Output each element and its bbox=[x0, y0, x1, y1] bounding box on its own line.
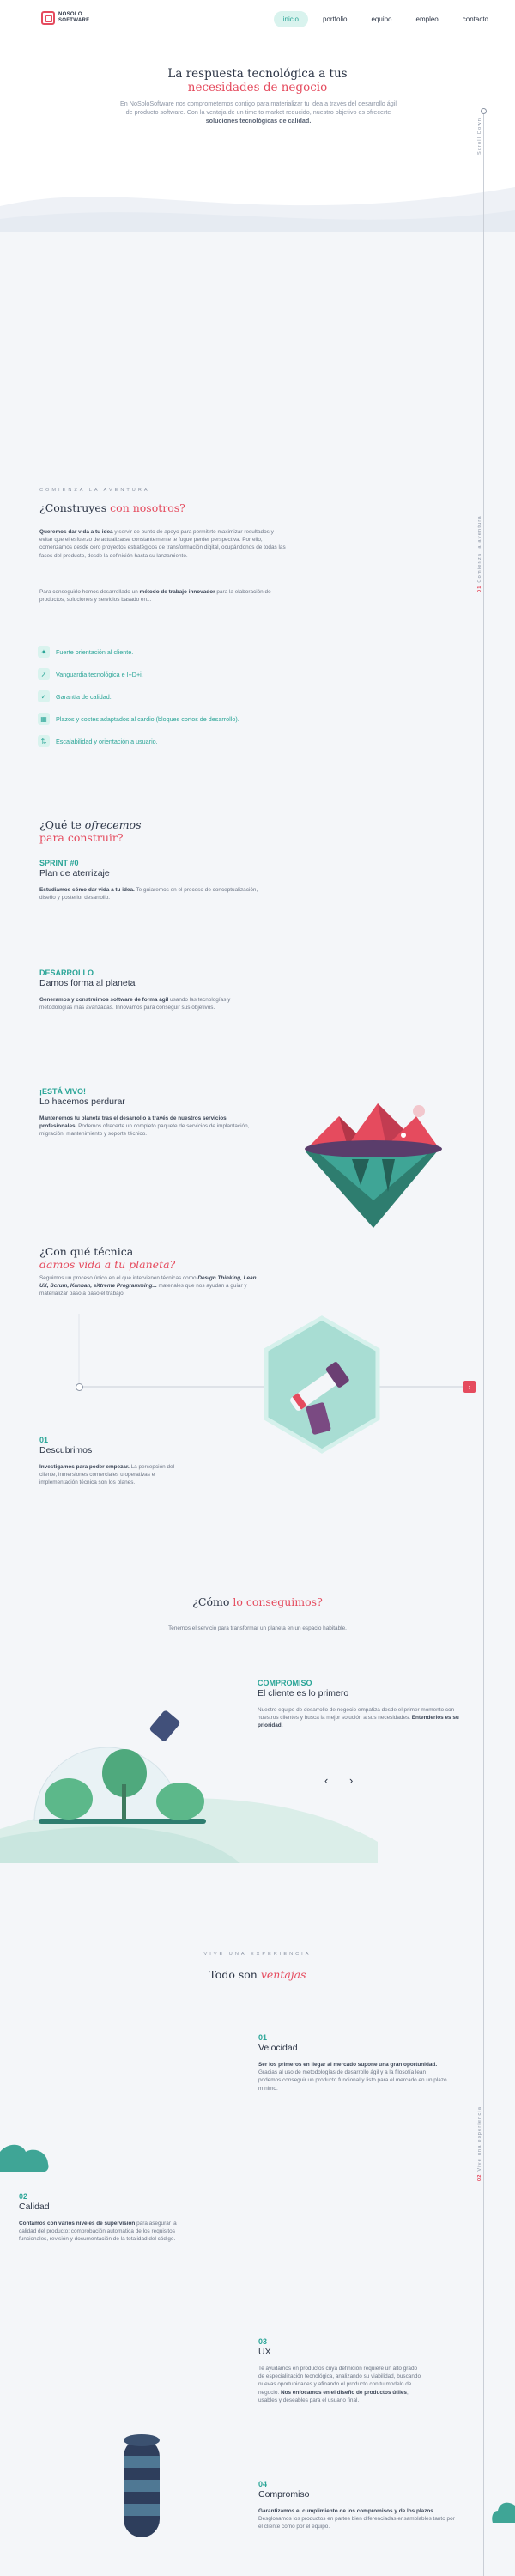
advantage-calidad: 02 Calidad Contamos con varios niveles d… bbox=[19, 2192, 177, 2243]
rocket-icon: ➚ bbox=[38, 668, 50, 680]
offer-step-sprint0: SPRINT #0 Plan de aterrizaje Estudiamos … bbox=[39, 859, 258, 902]
advantage-ux: 03 UX Te ayudamos en productos cuya defi… bbox=[258, 2337, 421, 2403]
nav-item-empleo[interactable]: empleo bbox=[415, 15, 439, 23]
compass-icon: ✦ bbox=[38, 646, 50, 658]
nav-item-equipo[interactable]: equipo bbox=[371, 15, 392, 23]
logo[interactable]: NOSOLO SOFTWARE bbox=[41, 11, 89, 25]
progress-rail bbox=[483, 110, 484, 2576]
rail-label-section-1: 01 Comienza la aventura bbox=[477, 515, 482, 592]
nav-item-portfolio[interactable]: portfolio bbox=[323, 15, 348, 23]
feature-item: ➚ Vanguardia tecnológica e I+D+i. bbox=[38, 668, 143, 680]
rail-label-section-2: 02 Vive una experiencia bbox=[477, 2105, 482, 2181]
advantages-title: Todo son ventajas bbox=[209, 1968, 306, 1981]
adventure-paragraph-2: Para conseguirlo hemos desarrollado un m… bbox=[39, 589, 271, 604]
achieve-subtitle: Tenemos el servicio para transformar un … bbox=[168, 1625, 347, 1631]
adventure-eyebrow: Comienza la aventura bbox=[39, 488, 150, 493]
cloud-decoration bbox=[492, 2502, 515, 2523]
site-header: NOSOLO SOFTWARE inicio portfolio equipo … bbox=[0, 0, 515, 39]
cylinder-illustration bbox=[124, 2434, 160, 2537]
advantages-eyebrow: Vive una experiencia bbox=[203, 1952, 312, 1957]
timeline-next-arrow-icon[interactable]: › bbox=[464, 1381, 476, 1393]
technique-text: Seguimos un proceso único en el que inte… bbox=[39, 1275, 257, 1297]
calendar-icon: ▦ bbox=[38, 713, 50, 725]
achieve-card: COMPROMISO El cliente es lo primero Nues… bbox=[258, 1679, 459, 1729]
offer-title: ¿Qué te ofrecemos para construir? bbox=[39, 818, 142, 844]
shield-icon: ✓ bbox=[38, 690, 50, 702]
floating-planet-illustration bbox=[305, 1103, 442, 1228]
achieve-title: ¿Cómo lo conseguimos? bbox=[192, 1595, 323, 1608]
logo-mark-icon bbox=[41, 11, 55, 25]
telescope-hexagon-illustration bbox=[264, 1315, 380, 1454]
advantage-compromiso: 04 Compromiso Garantizamos el cumplimien… bbox=[258, 2480, 455, 2530]
hero-title: La respuesta tecnológica a tus necesidad… bbox=[167, 67, 348, 94]
rail-scroll-dot[interactable] bbox=[481, 108, 487, 114]
carousel-next-button[interactable]: › bbox=[349, 1774, 354, 1787]
advantage-velocidad: 01 Velocidad Ser los primeros en llegar … bbox=[258, 2033, 447, 2092]
hero-intro: En NoSoloSoftware nos comprometemos cont… bbox=[119, 100, 397, 125]
offer-step-desarrollo: DESARROLLO Damos forma al planeta Genera… bbox=[39, 969, 231, 1012]
nav-item-inicio[interactable]: inicio bbox=[273, 11, 308, 27]
logo-wordmark: NOSOLO SOFTWARE bbox=[58, 12, 90, 23]
carousel-prev-button[interactable]: ‹ bbox=[324, 1774, 329, 1787]
feature-item: ▦ Plazos y costes adaptados al cardio (b… bbox=[38, 713, 239, 725]
main-nav: inicio portfolio equipo empleo contacto bbox=[273, 11, 498, 27]
cloud-decoration bbox=[0, 2144, 49, 2172]
scale-icon: ⇅ bbox=[38, 735, 50, 747]
nav-item-contacto[interactable]: contacto bbox=[462, 15, 488, 23]
hero-wave bbox=[0, 187, 515, 232]
adventure-title: ¿Construyes con nosotros? bbox=[39, 501, 185, 514]
technique-step-discover: 01 Descubrimos Investigamos para poder e… bbox=[39, 1436, 175, 1486]
technique-title: ¿Con qué técnica damos vida a tu planeta… bbox=[39, 1245, 176, 1271]
feature-item: ✦ Fuerte orientación al cliente. bbox=[38, 646, 133, 658]
rail-label-scroll: Scroll Down bbox=[477, 117, 482, 155]
dome-garden-illustration bbox=[0, 1710, 378, 1863]
timeline-start-dot[interactable] bbox=[76, 1383, 83, 1391]
feature-item: ⇅ Escalabilidad y orientación a usuario. bbox=[38, 735, 158, 747]
feature-item: ✓ Garantía de calidad. bbox=[38, 690, 112, 702]
offer-step-vivo: ¡ESTÁ VIVO! Lo hacemos perdurar Mantenem… bbox=[39, 1087, 250, 1138]
adventure-paragraph-1: Queremos dar vida a tu idea y servir de … bbox=[39, 529, 286, 559]
